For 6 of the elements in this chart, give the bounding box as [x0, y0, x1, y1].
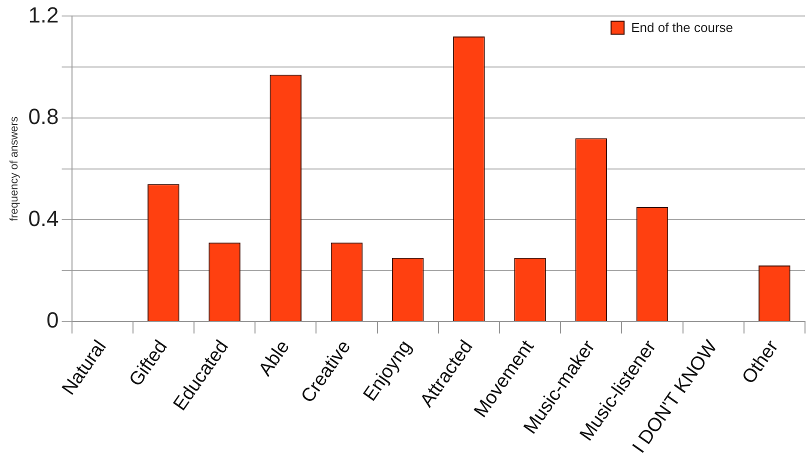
y-axis-title: frequency of answers — [8, 116, 21, 222]
legend-label: End of the course — [631, 20, 734, 35]
y-tick-label: 0.8 — [28, 104, 59, 130]
y-tick-label: 0.4 — [28, 206, 59, 231]
y-tick-label: 0 — [46, 308, 59, 333]
y-tick-label: 1.2 — [28, 2, 59, 28]
